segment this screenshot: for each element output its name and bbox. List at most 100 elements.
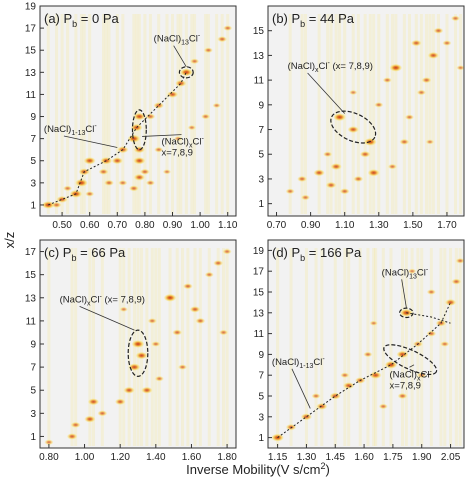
intensity-spot	[369, 371, 382, 379]
x-tick-label: 2.05	[441, 452, 461, 463]
intensity-spot	[212, 102, 221, 109]
intensity-spot	[297, 175, 307, 182]
y-tick-label: 11	[254, 76, 265, 87]
intensity-spot	[190, 58, 200, 65]
trace-streak	[91, 248, 95, 446]
intensity-spot	[51, 201, 62, 208]
y-tick-label: 7	[30, 134, 36, 145]
intensity-spot	[63, 185, 73, 192]
y-tick-label: 9	[258, 100, 264, 111]
y-tick-label: 15	[253, 288, 265, 299]
y-tick-label: 9	[30, 340, 36, 351]
trace-streak	[127, 248, 131, 446]
annotation-pointer	[173, 45, 187, 67]
trace-streak	[436, 14, 440, 214]
trace-streak	[439, 248, 443, 446]
trace-streak	[193, 248, 197, 446]
intensity-spot	[104, 179, 114, 186]
annotation-pointer	[142, 134, 182, 137]
trace-streak	[326, 14, 330, 214]
trace-streak	[389, 248, 393, 446]
trace-streak	[304, 248, 308, 446]
intensity-spot	[397, 393, 408, 399]
y-tick-label: 5	[258, 392, 264, 403]
intensity-spot	[140, 168, 150, 175]
highlight-ellipse	[127, 329, 149, 377]
panel-a: 0.50 0.60 0.70 0.80 0.90 1.00 1.10135791113151…	[25, 2, 238, 232]
intensity-spot	[444, 298, 457, 306]
intensity-spot	[133, 173, 145, 181]
intensity-spot	[172, 329, 183, 336]
intensity-spot	[204, 271, 214, 278]
intensity-spot	[180, 68, 193, 77]
trace-streak	[55, 14, 59, 214]
x-tick-label: 1.60	[182, 452, 202, 463]
trace-streak	[74, 14, 78, 214]
intensity-spot	[316, 402, 328, 410]
intensity-spot	[203, 47, 213, 53]
trace-streak	[168, 248, 172, 446]
trace-streak	[74, 248, 78, 446]
trace-streak	[343, 248, 347, 446]
y-tick-label: 15	[25, 270, 37, 281]
trace-streak	[122, 248, 126, 446]
trace-streak	[363, 14, 367, 214]
species-annotation: (NaCl)13Cl-	[154, 33, 201, 47]
trace-streak	[454, 248, 458, 446]
trace-streak	[300, 14, 304, 214]
trace-streak	[381, 248, 385, 446]
highlight-ellipse	[131, 109, 147, 151]
y-tick-label: 5	[30, 386, 36, 397]
species-annotation: (NaCl)1-13Cl-	[44, 123, 97, 137]
y-tick-label: 1	[30, 432, 36, 443]
y-tick-label: 7	[258, 371, 264, 382]
trace-streak	[394, 14, 398, 214]
intensity-spot	[111, 157, 123, 165]
y-tick-label: 9	[30, 112, 36, 123]
panel-d: 1.15 1.30 1.45 1.60 1.75 1.90 2.05135791113151…	[253, 239, 465, 463]
trace-streak	[186, 248, 190, 446]
x-tick-label: 0.50	[52, 220, 72, 231]
x-tick-label: 1.80	[217, 452, 237, 463]
trace-streak	[385, 14, 389, 214]
intensity-spot	[201, 113, 211, 120]
series-trend-line	[277, 302, 451, 439]
intensity-spot	[300, 194, 310, 201]
intensity-spot	[333, 113, 346, 122]
trace-streak	[171, 14, 175, 214]
intensity-spot	[135, 351, 148, 360]
intensity-spot	[147, 318, 157, 324]
intensity-spot	[311, 393, 321, 399]
panel-title: (a) Pb = 0 Pa	[44, 11, 120, 29]
trace-streak	[428, 14, 432, 214]
intensity-spot	[56, 196, 68, 203]
y-tick-label: 13	[253, 308, 265, 319]
trace-streak	[88, 248, 92, 446]
intensity-spot	[131, 340, 145, 348]
y-axis-label: x/z	[2, 232, 17, 249]
intensity-spot	[349, 89, 358, 96]
trace-streak	[175, 248, 179, 446]
intensity-spot	[173, 136, 183, 142]
intensity-spot	[119, 306, 128, 312]
x-tick-label: 0.90	[301, 220, 321, 231]
y-tick-label: 3	[30, 409, 36, 420]
species-annotation: (NaCl)xCl- (x= 7,8,9)	[60, 293, 145, 307]
y-tick-label: 15	[25, 46, 37, 57]
intensity-spot	[416, 89, 426, 96]
trace-streak	[165, 14, 169, 214]
intensity-spot	[66, 433, 78, 440]
trace-streak	[414, 14, 418, 214]
species-annotation: (NaCl)xCl-x=7,8,9	[162, 136, 205, 159]
intensity-spot	[83, 157, 96, 165]
trace-streak	[419, 14, 423, 214]
trace-streak	[458, 248, 462, 446]
highlight-ellipse	[178, 66, 194, 79]
plot-area	[268, 240, 464, 448]
trace-streak	[154, 248, 158, 446]
y-tick-label: 19	[25, 2, 37, 13]
intensity-spot	[98, 168, 109, 175]
intensity-spot	[219, 329, 229, 336]
trace-streak	[445, 14, 449, 214]
